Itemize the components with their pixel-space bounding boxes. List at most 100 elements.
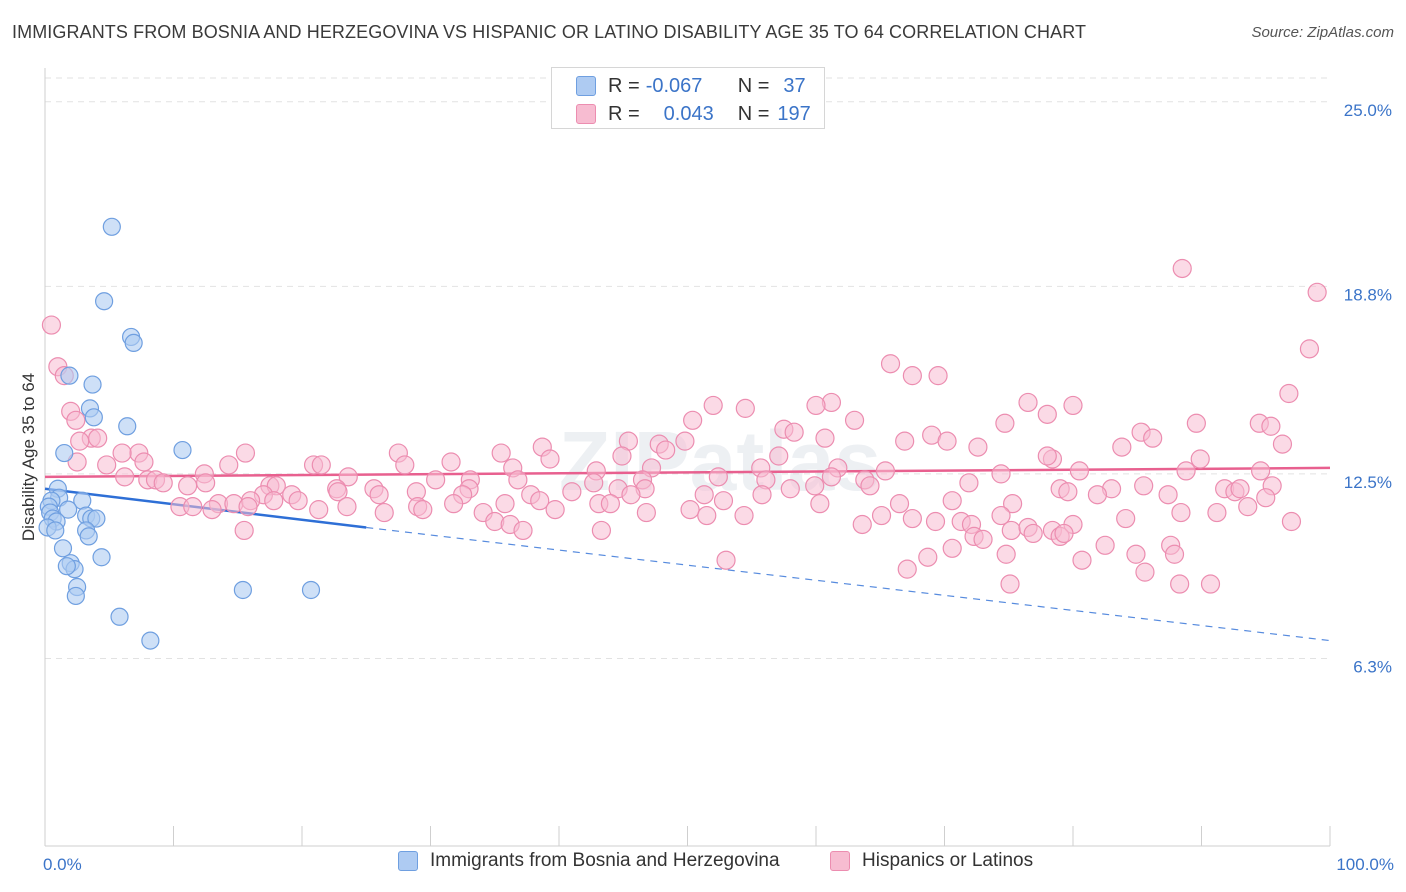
point-hispanic (683, 410, 703, 430)
point-hispanic (1158, 485, 1178, 505)
point-bosnia (46, 521, 65, 540)
point-bosnia (84, 408, 103, 427)
point-hispanic (942, 491, 962, 511)
point-hispanic (545, 500, 565, 520)
point-bosnia (102, 217, 121, 236)
stat-n-label: N = (737, 74, 770, 97)
point-hispanic (810, 494, 830, 514)
point-hispanic (991, 464, 1011, 484)
point-hispanic (1279, 383, 1299, 404)
point-hispanic (716, 550, 736, 570)
point-hispanic (937, 431, 957, 451)
trendline-hispanic (44, 466, 1331, 479)
point-hispanic (852, 514, 872, 535)
point-hispanic (338, 467, 358, 487)
point-hispanic (880, 354, 901, 374)
point-hispanic (288, 491, 308, 511)
point-hispanic (968, 437, 988, 457)
point-hispanic (871, 505, 892, 526)
point-hispanic (821, 467, 842, 487)
point-hispanic (1001, 520, 1021, 541)
legend-item-hispanic[interactable]: Hispanics or Latinos (830, 850, 1033, 872)
point-hispanic (264, 491, 284, 511)
stat-n-label: N = (737, 102, 770, 125)
point-hispanic (444, 494, 464, 514)
point-hispanic (513, 520, 533, 541)
point-hispanic (413, 500, 433, 520)
point-hispanic (1172, 258, 1192, 279)
point-hispanic (889, 494, 910, 514)
point-hispanic (70, 431, 90, 451)
point-hispanic (1171, 502, 1191, 523)
point-bosnia (83, 375, 102, 394)
point-hispanic (1058, 482, 1078, 502)
stat-swatch-bosnia (576, 76, 596, 96)
y-tick-label: 25.0% (1344, 101, 1392, 120)
point-hispanic (902, 508, 922, 529)
point-hispanic (178, 476, 198, 496)
point-hispanic (875, 461, 895, 481)
legend-item-bosnia[interactable]: Immigrants from Bosnia and Herzegovina (398, 850, 780, 872)
point-bosnia (55, 443, 74, 463)
point-hispanic (897, 559, 917, 579)
tick-labels: 6.3% 12.5% 18.8% 25.0% 0.0% 100.0% (43, 101, 1394, 874)
point-hispanic (1281, 511, 1302, 532)
point-hispanic (153, 473, 173, 493)
stat-row-hispanic: R = 0.043 N = 197 (576, 102, 811, 126)
point-bosnia (53, 539, 73, 558)
point-hispanic (1000, 574, 1020, 594)
point-hispanic (495, 494, 515, 514)
point-bosnia (59, 500, 78, 519)
point-hispanic (1054, 523, 1074, 544)
point-bosnia (173, 440, 192, 460)
point-hispanic (88, 428, 108, 448)
x-tick-label: 100.0% (1336, 855, 1394, 874)
point-hispanic (1256, 488, 1276, 508)
point-hispanic (697, 505, 717, 526)
point-bosnia (118, 417, 137, 436)
point-hispanic (1207, 502, 1227, 523)
point-hispanic (41, 315, 62, 335)
point-hispanic (234, 520, 254, 541)
point-hispanic (134, 452, 154, 472)
point-bosnia (92, 548, 111, 567)
point-hispanic (925, 511, 946, 532)
point-hispanic (1261, 416, 1281, 436)
point-hispanic (1190, 449, 1210, 469)
point-hispanic (902, 366, 922, 386)
series-legend: Immigrants from Bosnia and Herzegovina H… (0, 850, 1406, 880)
point-hispanic (694, 485, 714, 505)
point-bosnia (60, 366, 79, 385)
point-hispanic (1170, 574, 1190, 594)
point-hispanic (959, 473, 979, 493)
point-hispanic (996, 544, 1016, 564)
point-hispanic (1143, 428, 1163, 448)
point-hispanic (67, 452, 87, 472)
correlation-legend: R = -0.067 N = 37 R = 0.043 N = 197 (551, 67, 825, 129)
point-hispanic (1037, 404, 1057, 424)
series-hispanic-points (41, 258, 1327, 594)
point-hispanic (1003, 494, 1023, 514)
point-hispanic (1164, 544, 1185, 564)
point-hispanic (1112, 437, 1132, 457)
point-hispanic (1251, 461, 1271, 481)
point-hispanic (805, 476, 825, 496)
point-hispanic (374, 502, 394, 523)
point-hispanic (369, 485, 389, 505)
legend-label-bosnia: Immigrants from Bosnia and Herzegovina (430, 850, 780, 871)
series-bosnia-points (38, 217, 321, 650)
stat-swatch-hispanic (576, 104, 596, 124)
point-bosnia (141, 631, 160, 650)
point-hispanic (895, 431, 915, 451)
legend-swatch-bosnia (398, 851, 418, 871)
point-hispanic (780, 479, 800, 499)
point-hispanic (328, 482, 348, 502)
point-hispanic (1126, 544, 1146, 564)
point-hispanic (815, 428, 835, 448)
point-bosnia (79, 527, 98, 546)
point-hispanic (713, 491, 734, 511)
legend-label-hispanic: Hispanics or Latinos (862, 850, 1034, 871)
point-hispanic (973, 529, 993, 549)
point-hispanic (928, 366, 948, 386)
